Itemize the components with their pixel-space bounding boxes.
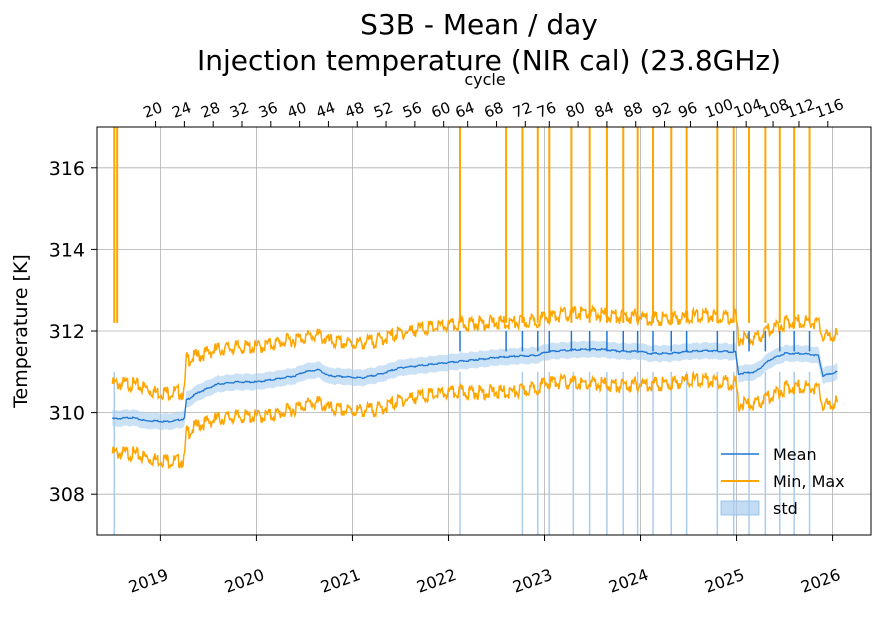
min-line — [111, 370, 839, 470]
cycle-tick-label: 84 — [592, 98, 616, 121]
x-tick-label: 2024 — [606, 565, 651, 597]
y-tick-label: 316 — [49, 158, 85, 180]
legend-std-swatch — [720, 500, 760, 516]
cycle-tick-label: 80 — [563, 98, 587, 121]
cycle-tick-label: 56 — [400, 98, 424, 121]
y-tick-label: 312 — [49, 321, 85, 343]
cycle-tick-label: 48 — [342, 98, 366, 121]
grid-lines — [97, 127, 871, 535]
mean-line — [111, 347, 838, 423]
cycle-tick-label: 60 — [429, 98, 453, 121]
y-tick-label: 308 — [49, 484, 85, 506]
cycle-tick-label: 92 — [650, 98, 674, 121]
x-tick-label: 2022 — [414, 565, 459, 597]
legend-std-label: std — [773, 499, 798, 518]
cycle-tick-label: 24 — [170, 98, 194, 121]
y-tick-label: 310 — [49, 403, 85, 425]
x-tick-label: 2023 — [510, 565, 555, 597]
cycle-tick-label: 68 — [482, 98, 506, 121]
y-tick-label: 314 — [49, 239, 85, 261]
x-tick-label: 2026 — [798, 565, 843, 597]
legend: Mean Min, Max std — [720, 445, 845, 518]
plot-area — [111, 127, 839, 535]
cycle-tick-label: 112 — [784, 95, 817, 122]
cycle-tick-label: 52 — [371, 98, 395, 121]
x-tick-label: 2025 — [702, 565, 747, 597]
cycle-tick-label: 116 — [813, 95, 846, 122]
x-tick-label: 2020 — [222, 565, 267, 597]
cycle-tick-label: 32 — [227, 98, 251, 121]
cycle-tick-label: 64 — [453, 98, 477, 121]
chart-subtitle: Injection temperature (NIR cal) (23.8GHz… — [197, 44, 781, 77]
chart-title: S3B - Mean / day — [360, 8, 598, 41]
y-axis-label: Temperature [K] — [10, 254, 32, 409]
std-band — [112, 340, 838, 431]
legend-mean-label: Mean — [773, 445, 817, 464]
cycle-tick-label: 44 — [314, 98, 338, 121]
cycle-tick-label: 20 — [141, 98, 165, 121]
cycle-tick-label: 88 — [621, 98, 645, 121]
cycle-tick-label: 96 — [676, 98, 700, 121]
cycle-tick-label: 76 — [535, 98, 559, 121]
cycle-tick-label: 40 — [285, 98, 309, 121]
legend-minmax-label: Min, Max — [773, 472, 845, 491]
cycle-tick-label: 100 — [703, 95, 736, 122]
cycle-tick-label: 72 — [511, 98, 535, 121]
x-tick-label: 2019 — [126, 565, 171, 597]
x-tick-label: 2021 — [318, 565, 363, 597]
cycle-axis-label: cycle — [464, 70, 505, 89]
cycle-tick-label: 36 — [256, 98, 280, 121]
cycle-tick-label: 28 — [198, 98, 222, 121]
